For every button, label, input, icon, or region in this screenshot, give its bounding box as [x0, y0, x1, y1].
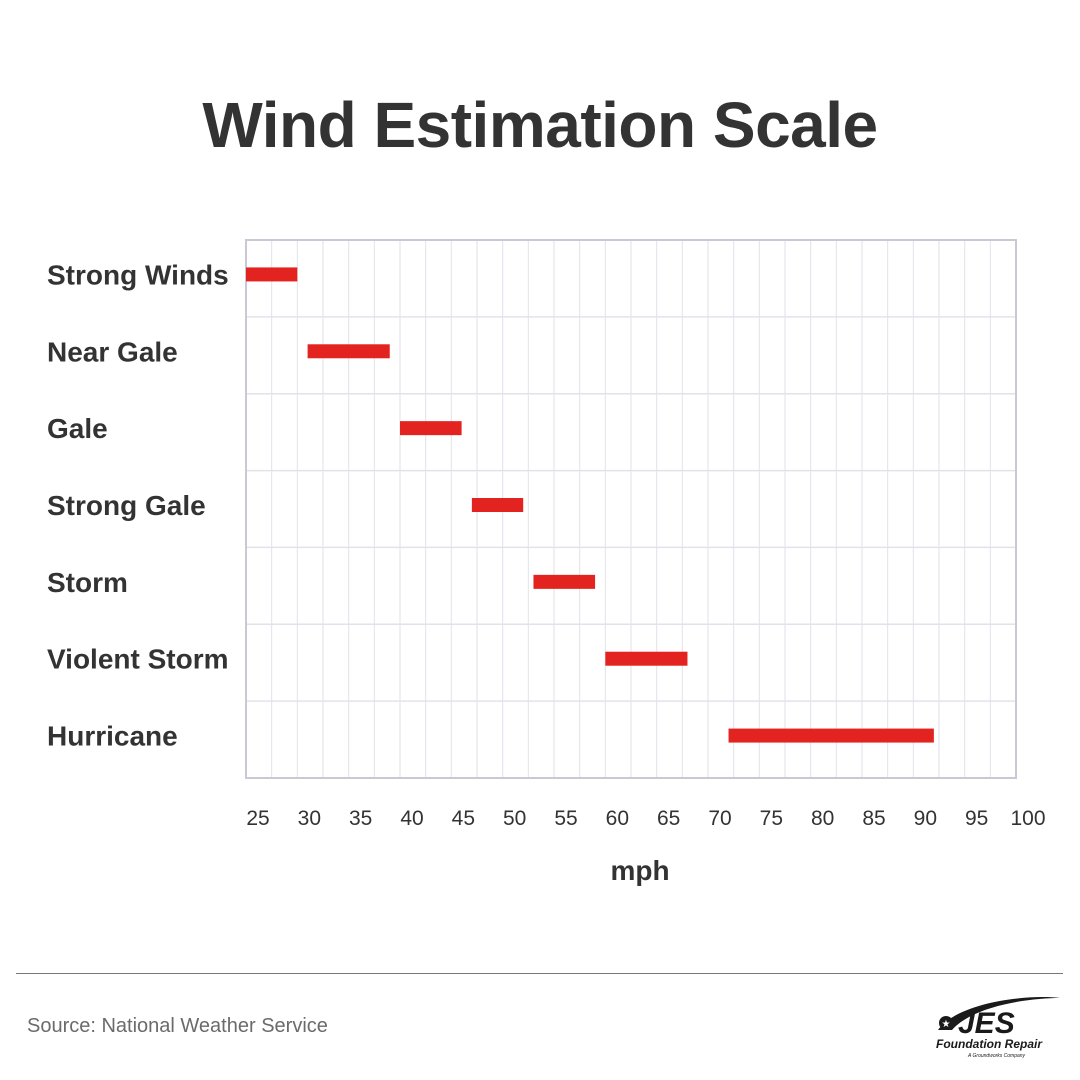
x-tick-label: 55 — [554, 807, 577, 830]
category-label: Near Gale — [47, 336, 178, 367]
x-tick-label: 50 — [503, 807, 526, 830]
logo-badge — [939, 1016, 953, 1030]
range-bars — [246, 267, 934, 743]
range-bar — [400, 421, 462, 436]
plot-frame — [245, 239, 1017, 779]
source-note: Source: National Weather Service — [27, 1015, 328, 1037]
range-bar — [605, 651, 688, 666]
x-tick-label: 45 — [452, 807, 475, 830]
chart-title: Wind Estimation Scale — [202, 89, 878, 161]
jes-logo: ★ JES Foundation Repair A Groundworks Co… — [936, 997, 1060, 1059]
x-tick-label: 25 — [246, 807, 269, 830]
category-labels: Strong Winds Near Gale Gale Strong Gale Stor… — [47, 259, 229, 751]
footer-divider — [16, 973, 1063, 974]
x-tick-label: 90 — [914, 807, 937, 830]
category-label: Gale — [47, 413, 108, 444]
category-label: Violent Storm — [47, 644, 229, 675]
x-tick-label: 100 — [1010, 807, 1045, 830]
x-tick-label: 30 — [298, 807, 321, 830]
x-tick-label: 80 — [811, 807, 834, 830]
x-tick-label: 85 — [862, 807, 885, 830]
category-label: Strong Gale — [47, 490, 206, 521]
category-label: Hurricane — [47, 721, 178, 752]
star-icon: ★ — [942, 1019, 951, 1030]
x-tick-label: 40 — [400, 807, 423, 830]
x-tick-label: 70 — [708, 807, 731, 830]
x-tick-labels: 25 30 35 40 45 50 55 60 65 70 75 80 85 90 95 100 — [246, 807, 1045, 830]
range-bar — [471, 498, 524, 512]
x-tick-label: 35 — [349, 807, 372, 830]
x-axis-title: mph — [610, 855, 669, 886]
range-bar — [246, 267, 298, 282]
x-tick-label: 75 — [760, 807, 783, 830]
category-label: Storm — [47, 567, 128, 598]
logo-main-text: JES — [958, 1007, 1015, 1040]
logo-tagline: A Groundworks Company — [967, 1053, 1026, 1059]
range-bar — [728, 728, 934, 743]
range-bar — [307, 344, 390, 359]
x-tick-label: 60 — [606, 807, 629, 830]
range-bar — [533, 574, 596, 589]
x-tick-label: 95 — [965, 807, 988, 830]
category-label: Strong Winds — [47, 259, 229, 290]
logo-sub-text: Foundation Repair — [936, 1037, 1043, 1051]
x-tick-label: 65 — [657, 807, 680, 830]
grid-lines — [246, 240, 1016, 778]
wind-scale-chart: Strong Winds Near Gale Gale Strong Gale Stor… — [47, 239, 1046, 886]
